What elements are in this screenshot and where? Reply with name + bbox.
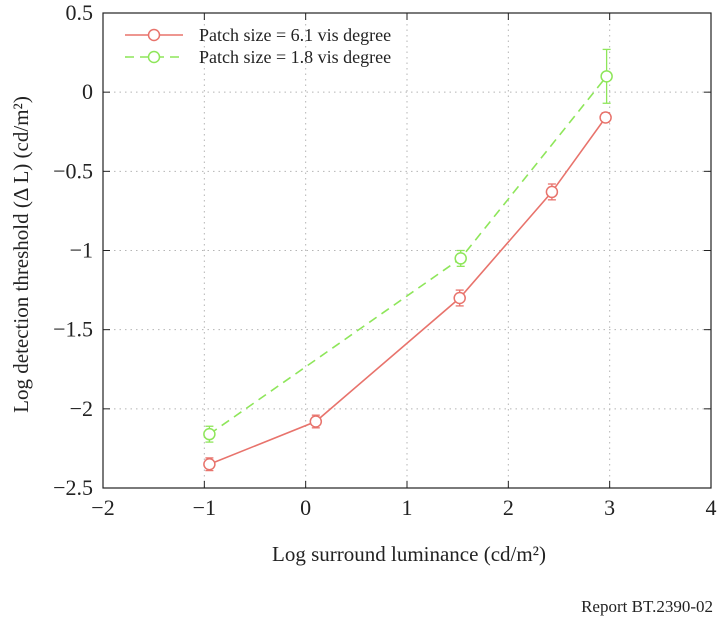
axis-ticks: −2 −1 0 1 2 3 4−2.5−2−1.5−1−0.500.5 [53,0,716,520]
x-tick-label: −2 [91,495,114,520]
series-layer [203,48,613,472]
legend-label: Patch size = 1.8 vis degree [199,47,391,67]
series-line [209,117,607,465]
x-tick-label: 3 [604,495,615,520]
x-tick-label: 2 [503,495,514,520]
y-axis-title: Log detection threshold (Δ L) (cd/m²) [9,96,33,413]
y-tick-label: −1 [70,238,93,263]
y-tick-label: 0 [82,79,93,104]
data-point [203,427,216,441]
x-tick-label: 0 [300,495,311,520]
y-tick-label: −2.5 [53,475,93,500]
legend-label: Patch size = 6.1 vis degree [199,25,391,45]
data-point [545,185,559,199]
legend-marker [147,50,161,64]
y-tick-label: −2 [70,396,93,421]
data-point [309,415,323,428]
x-axis-title: Log surround luminance (cd/m²) [272,542,546,566]
data-point [454,252,467,265]
x-tick-label: 1 [402,495,413,520]
y-tick-label: −0.5 [53,158,93,183]
data-point [600,70,613,83]
legend-marker [147,28,161,42]
series-line [208,75,608,435]
series-1 [203,111,612,472]
series-2 [203,48,613,443]
data-point [453,291,466,305]
data-point [203,458,216,471]
data-point [599,111,612,124]
y-tick-label: 0.5 [66,0,94,25]
y-tick-label: −1.5 [53,317,93,342]
x-tick-label: 4 [706,495,717,520]
x-tick-label: −1 [193,495,216,520]
grid [103,13,711,488]
report-label: Report BT.2390-02 [581,597,713,616]
